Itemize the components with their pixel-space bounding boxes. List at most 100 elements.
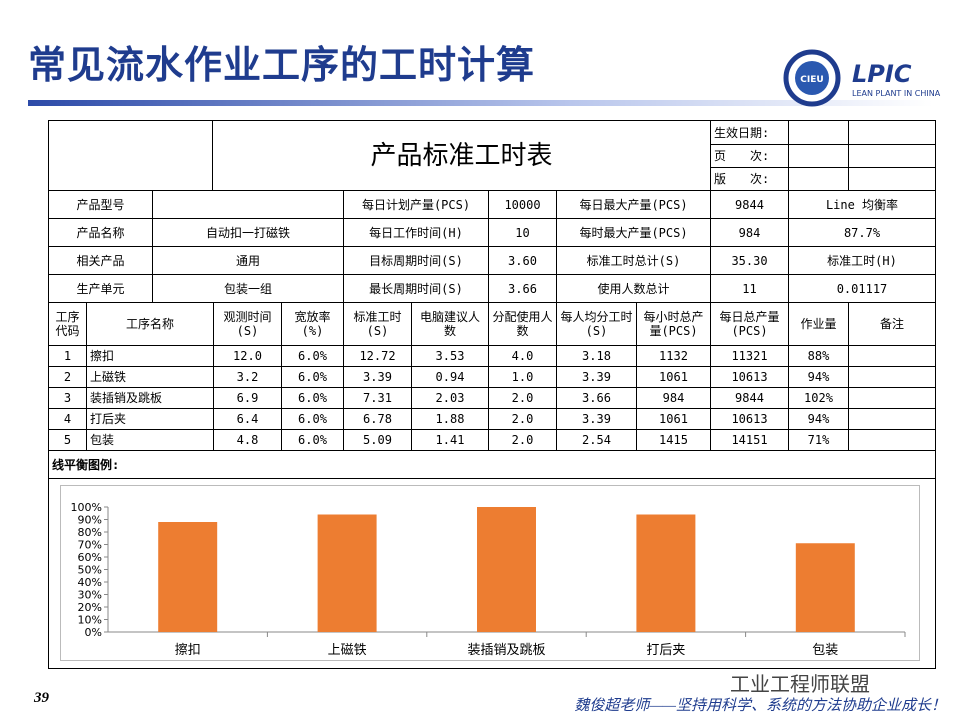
table-blank <box>848 429 936 451</box>
table-cell: 7.31 <box>343 387 412 409</box>
table-cell: 5 <box>48 429 87 451</box>
table-cell: 6.4 <box>213 408 282 430</box>
column-header: 标准工时(S) <box>343 302 412 346</box>
info-cell: 35.30 <box>710 246 789 275</box>
column-header: 分配使用人数 <box>488 302 557 346</box>
info-cell: 3.60 <box>488 246 557 275</box>
info-cell: 9844 <box>710 190 789 219</box>
table-cell: 6.0% <box>281 345 344 367</box>
meta-value <box>788 120 849 145</box>
meta-value <box>788 144 849 168</box>
info-cell: 标准工时总计(S) <box>556 246 711 275</box>
y-tick-label: 60% <box>78 551 102 564</box>
bars <box>158 507 855 632</box>
meta-label: 生效日期: <box>710 120 789 145</box>
meta-value <box>788 167 849 191</box>
table-cell: 10613 <box>710 366 789 388</box>
slogan: 魏俊超老师——坚持用科学、系统的方法协助企业成长！ <box>574 698 946 714</box>
x-tick-label: 上磁铁 <box>328 643 367 658</box>
table-cell: 3.53 <box>411 345 489 367</box>
table-cell: 6.0% <box>281 429 344 451</box>
table-blank <box>848 345 936 367</box>
logo-text: LPIC <box>852 60 912 88</box>
title-rule <box>28 100 933 106</box>
info-cell: 产品型号 <box>48 190 153 219</box>
table-cell: 擦扣 <box>86 345 214 367</box>
table-cell: 1.88 <box>411 408 489 430</box>
info-cell: 标准工时(H) <box>788 246 936 275</box>
y-tick-label: 80% <box>78 526 102 539</box>
column-header: 宽放率(%) <box>281 302 344 346</box>
table-blank <box>848 366 936 388</box>
table-cell: 94% <box>788 408 849 430</box>
info-cell: 10 <box>488 218 557 247</box>
table-blank <box>848 408 936 430</box>
x-tick-label: 擦扣 <box>175 643 201 658</box>
info-cell: 0.01117 <box>788 274 936 303</box>
info-cell: 自动扣一打磁铁 <box>152 218 344 247</box>
column-header: 工序名称 <box>86 302 214 346</box>
column-header: 备注 <box>848 302 936 346</box>
table-cell: 6.0% <box>281 387 344 409</box>
table-cell: 1 <box>48 345 87 367</box>
info-cell: 3.66 <box>488 274 557 303</box>
legend-label: 线平衡图例: <box>48 450 936 479</box>
table-cell: 2.0 <box>488 387 557 409</box>
table-cell: 1.41 <box>411 429 489 451</box>
info-cell: Line 均衡率 <box>788 190 936 219</box>
meta-extra <box>848 144 936 168</box>
chart: 0%10%20%30%40%50%60%70%80%90%100% 擦扣 上磁铁 装插… <box>60 485 920 661</box>
column-header: 每人均分工时(S) <box>556 302 637 346</box>
table-cell: 包装 <box>86 429 214 451</box>
table-cell: 2 <box>48 366 87 388</box>
table-cell: 6.9 <box>213 387 282 409</box>
form-title: 产品标准工时表 <box>212 120 711 191</box>
form-blank <box>48 120 213 191</box>
info-cell: 87.7% <box>788 218 936 247</box>
table-cell: 1061 <box>636 366 711 388</box>
y-tick-label: 50% <box>78 564 102 577</box>
y-tick-label: 100% <box>71 501 102 514</box>
info-cell: 984 <box>710 218 789 247</box>
y-tick-label: 70% <box>78 539 102 552</box>
info-cell: 生产单元 <box>48 274 153 303</box>
table-cell: 3.2 <box>213 366 282 388</box>
column-header: 作业量 <box>788 302 849 346</box>
bar <box>477 507 536 632</box>
logo-core <box>795 61 829 95</box>
table-cell: 6.0% <box>281 366 344 388</box>
table-cell: 5.09 <box>343 429 412 451</box>
table-cell: 6.0% <box>281 408 344 430</box>
info-blank <box>152 190 344 219</box>
table-cell: 984 <box>636 387 711 409</box>
chart-area <box>48 478 936 669</box>
table-cell: 9844 <box>710 387 789 409</box>
table-cell: 3.66 <box>556 387 637 409</box>
y-tick-label: 40% <box>78 576 102 589</box>
table-cell: 12.0 <box>213 345 282 367</box>
column-header: 每小时总产量(PCS) <box>636 302 711 346</box>
info-cell: 每日计划产量(PCS) <box>343 190 489 219</box>
table-cell: 3.39 <box>343 366 412 388</box>
table-cell: 打后夹 <box>86 408 214 430</box>
watermark: 工业工程师联盟 <box>730 672 870 696</box>
table-cell: 12.72 <box>343 345 412 367</box>
info-cell: 11 <box>710 274 789 303</box>
y-tick-label: 0% <box>85 626 102 639</box>
table-cell: 2.0 <box>488 408 557 430</box>
info-cell: 最长周期时间(S) <box>343 274 489 303</box>
table-cell: 0.94 <box>411 366 489 388</box>
table-cell: 102% <box>788 387 849 409</box>
info-cell: 每时最大产量(PCS) <box>556 218 711 247</box>
column-header: 观测时间(S) <box>213 302 282 346</box>
page-number: 39 <box>34 690 49 706</box>
table-cell: 2.54 <box>556 429 637 451</box>
y-tick-label: 30% <box>78 589 102 602</box>
info-cell: 10000 <box>488 190 557 219</box>
table-cell: 88% <box>788 345 849 367</box>
table-cell: 2.03 <box>411 387 489 409</box>
column-header: 电脑建议人数 <box>411 302 489 346</box>
table-cell: 2.0 <box>488 429 557 451</box>
